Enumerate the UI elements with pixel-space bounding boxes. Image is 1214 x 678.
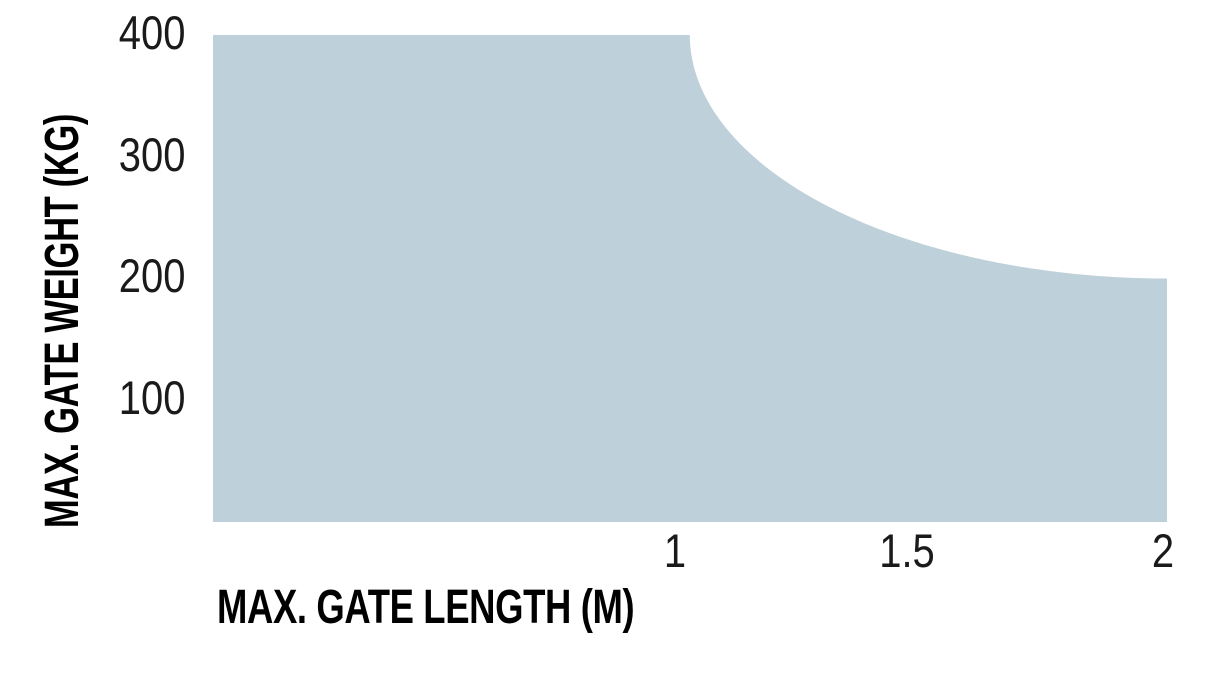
- y-tick-100: 100: [118, 371, 185, 424]
- y-tick-400: 400: [118, 6, 185, 59]
- x-axis-title: MAX. GATE LENGTH (M): [217, 582, 766, 634]
- x-tick-1-5: 1.5: [879, 524, 935, 577]
- x-tick-2: 2: [1151, 524, 1175, 577]
- x-axis-title-text: MAX. GATE LENGTH (M): [217, 581, 635, 634]
- x-tick-1: 1: [663, 524, 687, 577]
- y-tick-300: 300: [118, 128, 185, 181]
- y-axis-title-text: MAX. GATE WEIGHT (KG): [36, 113, 89, 529]
- y-axis-title: MAX. GATE WEIGHT (KG): [36, 33, 89, 608]
- max-weight-region: [213, 35, 1167, 522]
- y-tick-200: 200: [118, 249, 185, 302]
